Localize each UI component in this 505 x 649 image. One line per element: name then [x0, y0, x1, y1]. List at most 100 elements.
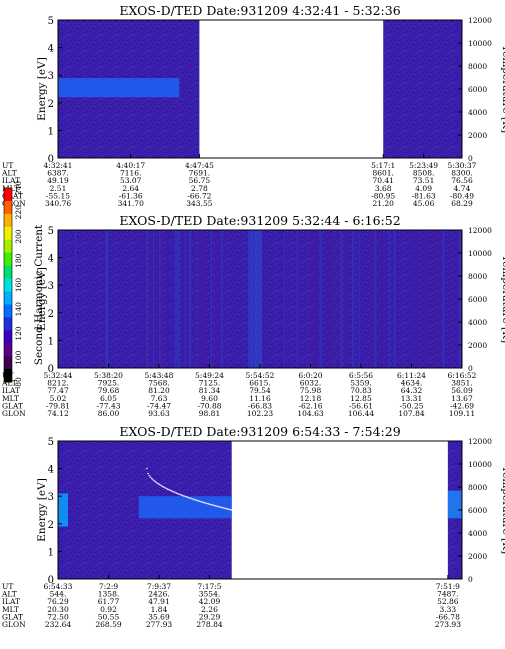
info-row-label: ALT: [1, 169, 17, 178]
temperature-point: [169, 489, 172, 492]
y-tick-label: 2: [48, 520, 54, 531]
temperature-point: [176, 492, 179, 495]
panel-2: EXOS-D/TED Date:931209 5:32:44 - 6:16:52…: [1, 213, 505, 418]
temperature-point: [208, 503, 211, 505]
temperature-point: [223, 507, 226, 509]
colorbar-tick-label: 220: [14, 205, 23, 220]
panel-1: EXOS-D/TED Date:931209 4:32:41 - 5:32:36…: [1, 3, 505, 208]
temperature-point: [196, 499, 199, 502]
colorbar-frame: [3, 187, 13, 383]
temperature-point: [179, 493, 181, 496]
temperature-point: [202, 501, 205, 504]
info-cell: 6:11:24: [397, 371, 426, 380]
data-streak: [319, 230, 322, 368]
temperature-point: [217, 505, 219, 508]
data-streak: [144, 230, 147, 368]
colorbar-swatch: [4, 304, 12, 318]
info-cell: 13.31: [401, 394, 422, 403]
y2-tick-label: 4000: [468, 108, 487, 117]
y2-tick-label: 6000: [468, 506, 487, 515]
temperature-point: [187, 496, 190, 499]
info-cell: 79.54: [249, 386, 271, 395]
info-cell: 47.91: [148, 597, 169, 606]
data-streak: [156, 230, 159, 368]
temperature-point: [163, 486, 165, 489]
info-cell: 79.68: [98, 386, 120, 395]
info-cell: 6032.: [300, 379, 321, 388]
temperature-point: [192, 498, 195, 501]
temperature-point: [181, 494, 184, 497]
info-cell: 81.20: [148, 386, 170, 395]
info-cell: 35.69: [148, 612, 170, 621]
info-cell: 2426.: [148, 590, 169, 599]
info-cell: 45.06: [413, 199, 435, 208]
data-streak: [425, 230, 428, 368]
info-cell: 56.09: [451, 386, 473, 395]
temperature-point: [210, 503, 212, 506]
y2-tick-label: 0: [468, 154, 473, 163]
temperature-point: [227, 508, 229, 510]
temperature-point: [214, 505, 217, 507]
info-row-label: GLAT: [2, 612, 23, 621]
info-cell: -74.47: [147, 401, 171, 410]
info-cell: 6.05: [100, 394, 117, 403]
temperature-point: [168, 488, 170, 491]
y2-axis-label: Temperature [K]: [500, 466, 505, 554]
temperature-point: [184, 495, 186, 498]
info-cell: 2.26: [201, 605, 218, 614]
info-cell: 86.00: [98, 409, 120, 418]
data-streak: [184, 230, 186, 368]
y-tick-label: 1: [48, 126, 54, 137]
data-segment: [383, 20, 462, 158]
temperature-point: [213, 504, 216, 507]
data-streak: [316, 230, 319, 368]
y2-axis-label: Temperature [K]: [500, 45, 505, 133]
data-streak: [296, 230, 299, 368]
temperature-point: [207, 503, 210, 505]
info-cell: 4.09: [415, 184, 432, 193]
info-row-label: MLT: [2, 605, 19, 614]
info-cell: 3554.: [199, 590, 220, 599]
y-tick-label: 0: [48, 154, 54, 165]
info-cell: -66.83: [248, 401, 272, 410]
y2-tick-label: 6000: [468, 85, 487, 94]
info-cell: 6:5:56: [349, 371, 373, 380]
data-streak: [60, 230, 62, 368]
info-row-label: ALT: [1, 379, 17, 388]
data-streak: [434, 230, 437, 368]
enhancement-band: [138, 496, 232, 519]
y-tick-label: 4: [48, 254, 54, 265]
info-cell: 42.09: [199, 597, 221, 606]
y2-tick-label: 6000: [468, 295, 487, 304]
info-cell: 5:32:44: [44, 371, 73, 380]
y-axis-label: Energy [eV]: [36, 267, 48, 331]
temperature-point: [159, 484, 162, 486]
y2-tick-label: 2000: [468, 131, 487, 140]
data-streak: [177, 230, 181, 368]
data-streak: [344, 230, 348, 368]
temperature-point: [155, 481, 158, 484]
info-cell: 4634.: [401, 379, 422, 388]
info-cell: 8508.: [413, 169, 434, 178]
info-cell: 5:38:20: [94, 371, 123, 380]
info-cell: 61.77: [98, 597, 120, 606]
info-cell: 72.50: [47, 612, 69, 621]
colorbar-swatch: [4, 265, 12, 280]
temperature-point: [212, 504, 215, 507]
colorbar-tick-label: 100: [14, 350, 23, 365]
data-streak: [374, 230, 377, 368]
info-cell: 232.64: [45, 620, 71, 629]
info-cell: 3.68: [375, 184, 392, 193]
info-cell: 68.29: [451, 199, 473, 208]
info-cell: 6615.: [249, 379, 270, 388]
info-cell: 9.60: [201, 394, 218, 403]
colorbar-tick-label: 160: [14, 278, 23, 293]
info-row-label: GLON: [2, 409, 26, 418]
info-cell: 73.51: [413, 176, 434, 185]
data-streak: [197, 230, 200, 368]
temperature-point: [194, 498, 196, 501]
info-cell: 81.34: [199, 386, 221, 395]
info-cell: 5:17:1: [371, 161, 395, 170]
temperature-point: [175, 492, 178, 494]
temperature-point: [150, 477, 153, 480]
